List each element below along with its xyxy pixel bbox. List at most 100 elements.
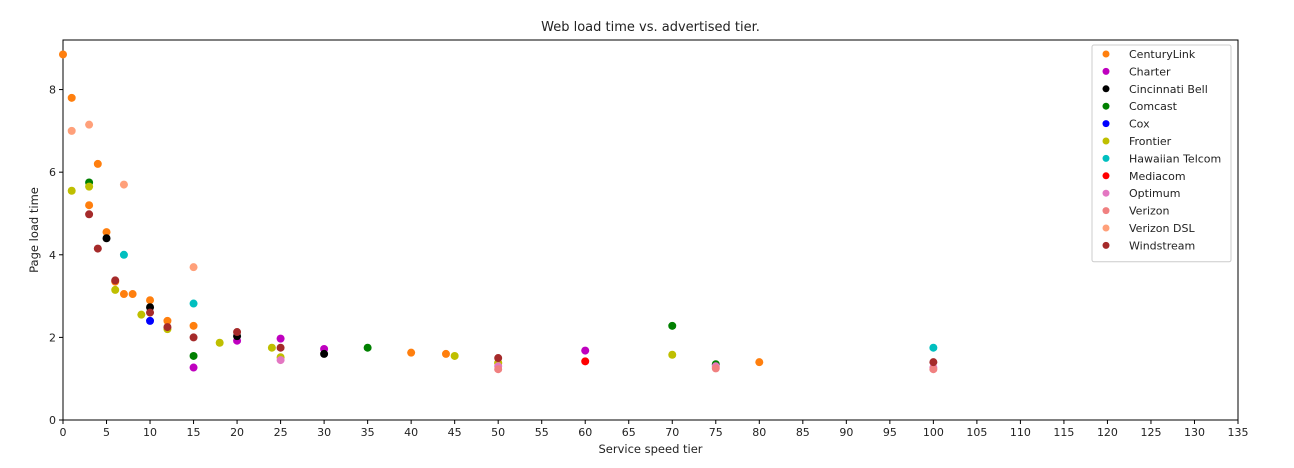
- x-tick-label: 135: [1228, 426, 1249, 439]
- data-point: [85, 182, 94, 191]
- data-point: [668, 321, 677, 330]
- legend-label: Frontier: [1129, 135, 1172, 148]
- data-point: [59, 50, 67, 59]
- data-point: [189, 363, 198, 372]
- legend-marker: [1102, 189, 1110, 197]
- x-tick-label: 110: [1010, 426, 1031, 439]
- legend-label: Mediacom: [1129, 170, 1186, 183]
- legend-label: Verizon DSL: [1129, 222, 1195, 235]
- data-point: [111, 276, 120, 285]
- x-tick-label: 30: [317, 426, 331, 439]
- data-point: [755, 358, 764, 367]
- legend-label: Verizon: [1129, 205, 1170, 218]
- data-point: [85, 120, 94, 129]
- data-point: [581, 357, 590, 366]
- y-tick-label: 4: [49, 249, 56, 262]
- legend-label: Comcast: [1129, 100, 1178, 113]
- legend-label: Hawaiian Telcom: [1129, 152, 1221, 165]
- data-point: [128, 290, 137, 299]
- plot-border: [62, 39, 1239, 421]
- data-point: [189, 333, 198, 342]
- data-point: [276, 343, 285, 352]
- legend-marker: [1102, 154, 1110, 162]
- legend-box: [1091, 44, 1232, 263]
- x-tick-label: 45: [448, 426, 462, 439]
- y-tick-label: 6: [49, 166, 56, 179]
- data-point: [215, 338, 224, 347]
- data-point: [494, 365, 503, 374]
- legend-label: Optimum: [1129, 187, 1180, 200]
- data-point: [146, 316, 155, 325]
- x-tick-label: 15: [187, 426, 201, 439]
- data-point: [93, 159, 102, 168]
- data-point: [929, 358, 938, 367]
- data-point: [119, 290, 128, 299]
- y-tick-label: 0: [49, 414, 56, 427]
- series-optimum: [276, 356, 938, 372]
- x-tick-label: 105: [966, 426, 987, 439]
- x-axis: 0 5 10 15 20 25 30 35 40 45 50 55 60 65 70 75 80 85 90 95 10…: [60, 420, 1249, 439]
- data-point: [711, 364, 720, 373]
- legend-label: Charter: [1129, 65, 1171, 78]
- legend-label: Windstream: [1129, 239, 1195, 252]
- x-tick-label: 25: [274, 426, 288, 439]
- data-point: [276, 334, 285, 343]
- y-axis: 0 2 4 6 8: [49, 84, 63, 427]
- series-frontier: [67, 182, 677, 367]
- x-tick-label: 70: [665, 426, 679, 439]
- legend-marker: [1102, 207, 1110, 215]
- data-point: [102, 228, 111, 237]
- x-tick-label: 20: [230, 426, 244, 439]
- data-point: [494, 354, 503, 363]
- data-point: [450, 351, 459, 360]
- x-tick-label: 35: [361, 426, 375, 439]
- data-point: [163, 323, 172, 332]
- data-point: [276, 356, 285, 365]
- series-mediacom: [581, 357, 590, 366]
- legend-marker: [1102, 172, 1110, 180]
- x-tick-label: 95: [883, 426, 897, 439]
- x-tick-label: 85: [796, 426, 810, 439]
- series-cox: [146, 316, 155, 325]
- data-point: [85, 210, 94, 219]
- data-point: [119, 250, 128, 259]
- x-tick-label: 0: [60, 426, 67, 439]
- data-point: [189, 299, 198, 308]
- x-tick-label: 90: [839, 426, 853, 439]
- data-point: [267, 343, 276, 352]
- data-point: [67, 93, 76, 102]
- data-point: [581, 346, 590, 355]
- data-point: [119, 180, 128, 189]
- x-tick-label: 55: [535, 426, 549, 439]
- data-point: [189, 321, 198, 330]
- data-point: [407, 348, 416, 357]
- legend-marker: [1102, 241, 1110, 249]
- data-points: [59, 50, 938, 374]
- x-tick-label: 125: [1140, 426, 1161, 439]
- series-verizon: [494, 364, 938, 374]
- data-point: [85, 201, 94, 210]
- data-point: [146, 296, 155, 305]
- x-tick-label: 115: [1053, 426, 1074, 439]
- x-tick-label: 40: [404, 426, 418, 439]
- x-tick-label: 80: [752, 426, 766, 439]
- legend-marker: [1102, 85, 1110, 93]
- data-point: [189, 263, 198, 272]
- data-point: [67, 126, 76, 135]
- y-tick-label: 2: [49, 331, 56, 344]
- legend: CenturyLink Charter Cincinnati Bell Comcast…: [1091, 44, 1232, 263]
- x-tick-label: 65: [622, 426, 636, 439]
- legend-marker: [1102, 102, 1110, 110]
- legend-marker: [1102, 120, 1110, 128]
- data-point: [929, 343, 938, 352]
- legend-label: Cincinnati Bell: [1129, 83, 1208, 96]
- legend-label: Cox: [1129, 118, 1150, 131]
- data-point: [93, 244, 102, 253]
- chart-title: Web load time vs. advertised tier.: [541, 20, 760, 35]
- x-tick-label: 60: [578, 426, 592, 439]
- data-point: [137, 310, 146, 319]
- series-comcast: [85, 178, 720, 369]
- x-tick-label: 5: [103, 426, 110, 439]
